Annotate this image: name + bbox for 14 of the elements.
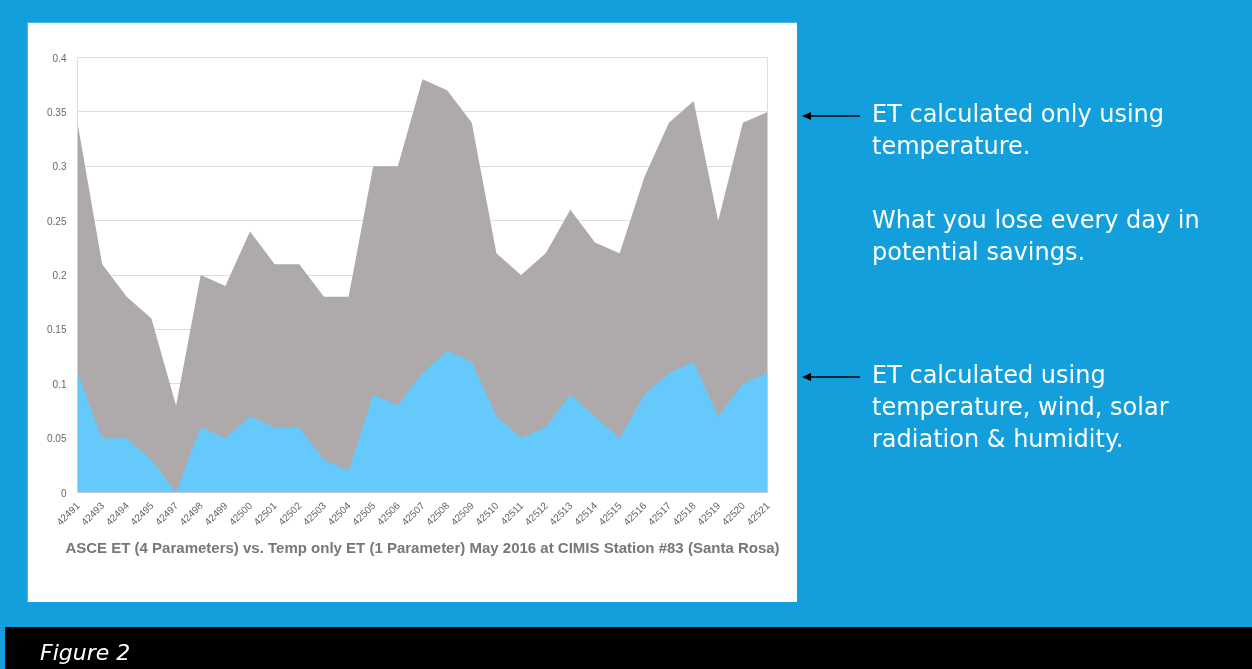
text: ET calculated using temperature, wind, solar radiation & humidity.: [872, 360, 1170, 455]
text: ASCE ET (4 Parameters) vs. Temp only ET (1 Parameter) May 2016 at CIMIS Station #83 (Santa Rosa): [65, 538, 780, 556]
y-tick-label: 0.35: [47, 106, 67, 118]
y-tick-label: 0.05: [47, 433, 67, 445]
y-tick-label: 0.15: [47, 324, 67, 336]
y-tick-label: 0.4: [52, 52, 67, 64]
y-tick-label: 0: [60, 487, 67, 499]
y-tick-label: 0.2: [52, 270, 67, 281]
y-tick-label: 0.25: [47, 215, 67, 227]
text: What you lose every day in potential savings.: [872, 205, 1201, 268]
y-tick-label: 0.1: [52, 378, 67, 390]
y-tick-label: 0.3: [52, 161, 67, 173]
text: ET calculated only using temperature.: [872, 99, 1166, 162]
caption: Figure 2: [39, 639, 132, 667]
